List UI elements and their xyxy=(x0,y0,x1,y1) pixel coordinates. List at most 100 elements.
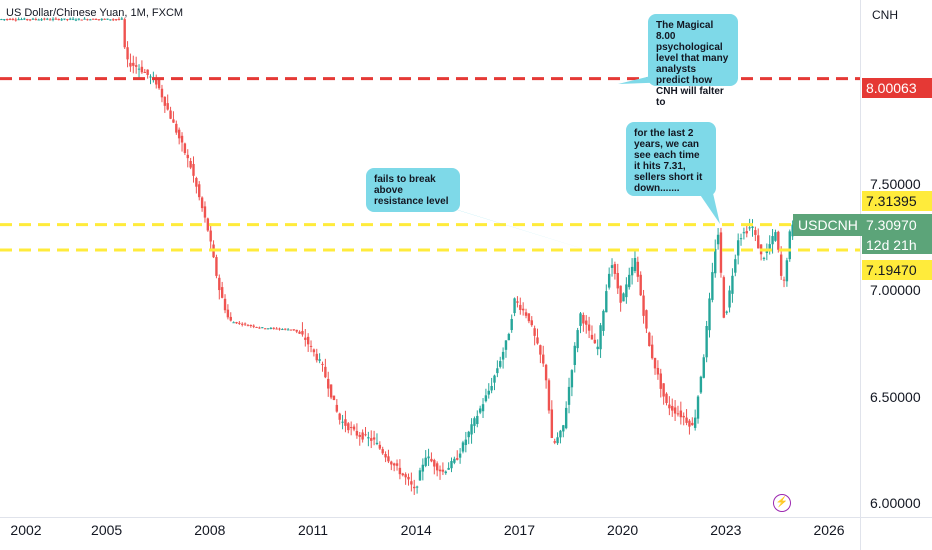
candle-body xyxy=(777,231,780,250)
candle-body xyxy=(478,408,482,413)
candle-body xyxy=(278,328,281,330)
candle-body xyxy=(699,376,703,393)
candle-body xyxy=(484,395,488,402)
candle-body xyxy=(782,279,786,281)
candle-body xyxy=(361,432,364,440)
x-axis-line xyxy=(0,517,932,518)
candle-body xyxy=(547,380,551,411)
candle-body xyxy=(3,19,6,21)
candle-body xyxy=(653,357,657,369)
candle-body xyxy=(682,415,685,418)
candle-body xyxy=(263,328,267,330)
candle-body xyxy=(599,325,602,350)
candle-body xyxy=(249,324,253,326)
candle-body xyxy=(519,304,522,310)
candle-body xyxy=(401,473,404,476)
candle-body xyxy=(410,481,413,485)
candle-body xyxy=(671,405,674,411)
candle-body xyxy=(123,19,126,48)
candle-body xyxy=(768,244,771,250)
candle-body xyxy=(510,318,513,331)
candle-body xyxy=(160,88,164,98)
candle-body xyxy=(696,396,700,419)
candle-body xyxy=(106,18,109,20)
candle-body xyxy=(513,298,516,314)
candle-body xyxy=(433,460,436,467)
candle-body xyxy=(284,328,287,330)
candle-body xyxy=(585,320,588,325)
candle-body xyxy=(172,119,175,123)
price-tag-8-00[interactable]: 8.00063 xyxy=(862,78,932,98)
chart-title: US Dollar/Chinese Yuan, 1M, FXCM xyxy=(6,7,184,19)
candle-body xyxy=(542,354,545,364)
candle-body xyxy=(458,453,462,458)
candle-body xyxy=(550,409,554,439)
candle-body xyxy=(602,310,605,331)
y-tick-label: 7.00000 xyxy=(870,282,921,299)
candle-body xyxy=(347,423,350,431)
candle-body xyxy=(28,19,32,21)
candle-body xyxy=(129,62,132,67)
candle-body xyxy=(774,232,777,241)
candle-body xyxy=(71,18,75,20)
candle-body xyxy=(238,322,241,324)
lightning-icon[interactable]: ⚡ xyxy=(773,494,791,512)
price-tag-7-19[interactable]: 7.19470 xyxy=(862,260,932,280)
callout-magical-level[interactable]: The Magical 8.00 psychological level tha… xyxy=(648,14,738,108)
y-tick-label: 7.50000 xyxy=(870,176,921,193)
candle-body xyxy=(329,384,333,398)
candle-body xyxy=(742,232,746,234)
candle-body xyxy=(200,197,204,209)
candle-body xyxy=(232,322,235,324)
candle-body xyxy=(258,327,261,329)
candle-body xyxy=(335,404,339,412)
candle-body xyxy=(235,322,238,324)
price-tag-current[interactable]: 7.30970 xyxy=(862,214,932,236)
symbol-badge[interactable]: USDCNH xyxy=(793,214,863,236)
candle-body xyxy=(418,470,422,481)
candle-body xyxy=(11,18,15,20)
candle-body xyxy=(785,260,789,282)
price-tag-7-31[interactable]: 7.31395 xyxy=(862,191,932,211)
candle-body xyxy=(321,363,324,365)
candle-body xyxy=(114,19,118,21)
candle-body xyxy=(516,301,519,303)
candle-body xyxy=(668,404,671,409)
callout-sellers[interactable]: for the last 2 years, we can see each ti… xyxy=(626,122,716,196)
candle-body xyxy=(31,18,35,20)
candle-body xyxy=(143,71,146,73)
candle-body xyxy=(17,19,20,21)
candle-body xyxy=(57,19,60,21)
candle-body xyxy=(206,218,210,231)
candle-body xyxy=(711,272,714,300)
candle-body xyxy=(295,329,298,332)
candle-body xyxy=(48,19,52,21)
candle-body xyxy=(499,361,502,367)
candle-body xyxy=(0,19,3,21)
candle-body xyxy=(390,461,393,465)
candle-body xyxy=(358,434,361,437)
candle-body xyxy=(372,437,376,440)
candle-body xyxy=(757,235,760,249)
callout-resistance[interactable]: fails to break above resistance level xyxy=(366,168,460,212)
candle-body xyxy=(246,325,250,327)
candle-body xyxy=(229,316,232,321)
candle-body xyxy=(183,143,187,154)
candle-body xyxy=(736,240,740,256)
candle-body xyxy=(456,458,459,460)
candle-body xyxy=(169,110,172,119)
x-tick-label: 2011 xyxy=(297,522,329,538)
candle-body xyxy=(51,18,55,20)
candle-body xyxy=(404,474,407,478)
candle-body xyxy=(149,76,152,78)
candle-body xyxy=(691,422,694,426)
candle-body xyxy=(255,326,258,328)
candle-body xyxy=(378,444,382,449)
candle-body xyxy=(413,486,416,489)
candle-body xyxy=(146,69,149,75)
candle-body xyxy=(688,420,691,427)
candle-body xyxy=(192,163,195,176)
candle-body xyxy=(318,359,321,361)
candle-body xyxy=(109,19,112,21)
